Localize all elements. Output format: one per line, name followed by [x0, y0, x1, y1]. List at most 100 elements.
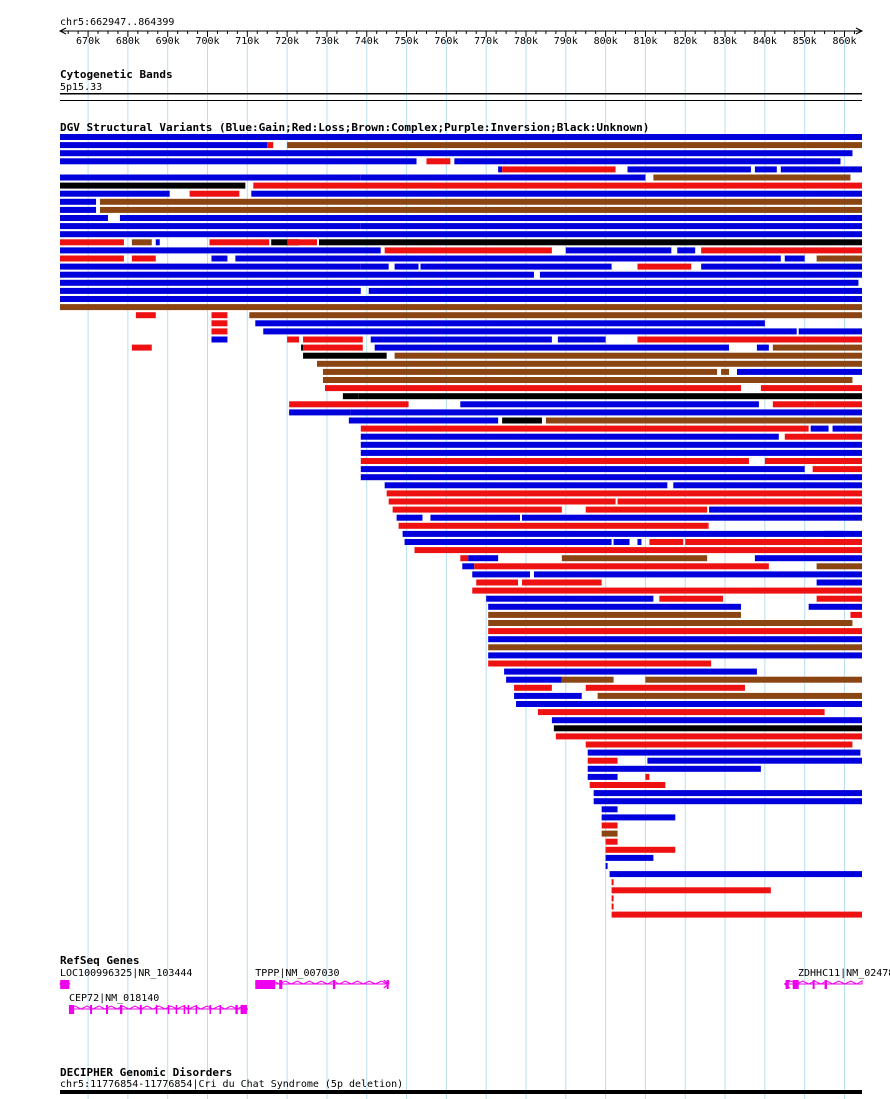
dgv-variant-loss[interactable] — [637, 263, 692, 270]
dgv-variant-loss[interactable] — [392, 506, 562, 513]
dgv-variant-gain[interactable] — [701, 263, 862, 270]
dgv-variant-gain[interactable] — [394, 263, 419, 270]
dgv-variant-loss[interactable] — [659, 595, 724, 602]
dgv-variant-loss[interactable] — [414, 547, 862, 554]
dgv-variant-complex[interactable] — [545, 417, 862, 424]
dgv-variant-gain[interactable] — [211, 336, 228, 343]
dgv-variant-loss[interactable] — [585, 741, 853, 748]
dgv-variant-loss[interactable] — [611, 887, 771, 894]
dgv-variant-gain[interactable] — [454, 158, 841, 165]
dgv-variant-gain[interactable] — [60, 174, 361, 181]
dgv-variant-gain[interactable] — [360, 474, 862, 481]
dgv-variant-gain[interactable] — [637, 539, 642, 545]
dgv-variant-loss[interactable] — [253, 182, 863, 189]
gene-exon[interactable] — [824, 980, 827, 989]
dgv-variant-loss[interactable] — [384, 247, 552, 254]
dgv-variant-complex[interactable] — [772, 344, 862, 351]
gene-exon[interactable] — [119, 1005, 123, 1014]
dgv-variant-gain[interactable] — [60, 134, 862, 140]
dgv-variant-gain[interactable] — [798, 328, 862, 335]
dgv-variant-gain[interactable] — [709, 506, 862, 513]
dgv-variant-loss[interactable] — [772, 401, 815, 408]
dgv-variant-gain[interactable] — [488, 652, 862, 659]
dgv-variant-gain[interactable] — [593, 798, 862, 805]
dgv-variant-loss[interactable] — [555, 733, 862, 740]
cytoband-bar[interactable] — [60, 93, 862, 95]
dgv-variant-gain[interactable] — [360, 449, 862, 456]
dgv-variant-gain[interactable] — [539, 271, 862, 278]
dgv-variant-loss[interactable] — [649, 539, 684, 545]
dgv-variant-loss[interactable] — [426, 158, 451, 165]
gene-exon[interactable] — [235, 1005, 238, 1014]
dgv-variant-gain[interactable] — [601, 814, 676, 821]
dgv-variant-loss[interactable] — [587, 757, 618, 764]
gene-label[interactable]: CEP72|NM_018140 — [69, 993, 159, 1004]
dgv-variant-loss[interactable] — [611, 879, 614, 886]
dgv-variant-loss[interactable] — [617, 498, 862, 505]
dgv-variant-loss[interactable] — [488, 660, 712, 667]
dgv-variant-gain[interactable] — [593, 790, 862, 797]
dgv-variant-complex[interactable] — [597, 692, 862, 699]
dgv-variant-complex[interactable] — [488, 611, 741, 618]
dgv-variant-loss[interactable] — [601, 822, 618, 829]
dgv-variant-loss[interactable] — [360, 425, 809, 432]
dgv-variant-gain[interactable] — [430, 514, 521, 521]
dgv-variant-gain[interactable] — [60, 271, 534, 278]
dgv-variant-loss[interactable] — [460, 555, 469, 562]
dgv-variant-unknown[interactable] — [271, 239, 300, 246]
gene-exon[interactable] — [155, 1005, 158, 1014]
dgv-variant-gain[interactable] — [60, 287, 361, 294]
dgv-variant-gain[interactable] — [673, 482, 862, 489]
dgv-variant-loss[interactable] — [303, 336, 363, 343]
dgv-variant-loss[interactable] — [211, 328, 228, 335]
dgv-variant-unknown[interactable] — [60, 182, 246, 189]
dgv-variant-loss[interactable] — [784, 433, 862, 440]
dgv-variant-gain[interactable] — [468, 555, 499, 562]
dgv-variant-loss[interactable] — [637, 336, 862, 343]
dgv-variant-loss[interactable] — [637, 709, 825, 716]
gene-exon[interactable] — [785, 980, 789, 989]
dgv-variant-gain[interactable] — [404, 539, 612, 545]
dgv-variant-gain[interactable] — [460, 401, 759, 408]
dgv-variant-gain[interactable] — [810, 425, 829, 432]
dgv-variant-gain[interactable] — [627, 166, 751, 173]
dgv-variant-gain[interactable] — [516, 701, 862, 707]
dgv-variant-gain[interactable] — [609, 871, 862, 878]
dgv-variant-gain[interactable] — [587, 765, 761, 772]
dgv-variant-gain[interactable] — [60, 190, 170, 197]
dgv-variant-gain[interactable] — [754, 166, 777, 173]
dgv-variant-gain[interactable] — [488, 603, 741, 610]
dgv-variant-loss[interactable] — [211, 320, 228, 327]
dgv-variant-loss[interactable] — [585, 506, 708, 513]
dgv-variant-loss[interactable] — [537, 709, 542, 716]
dgv-variant-gain[interactable] — [60, 150, 853, 157]
dgv-variant-gain[interactable] — [384, 482, 668, 489]
dgv-variant-gain[interactable] — [780, 166, 862, 173]
dgv-variant-gain[interactable] — [488, 636, 862, 643]
dgv-variant-gain[interactable] — [647, 757, 862, 764]
dgv-variant-gain[interactable] — [677, 247, 696, 254]
dgv-variant-gain[interactable] — [784, 255, 805, 262]
dgv-variant-loss[interactable] — [60, 239, 124, 246]
dgv-variants[interactable] — [60, 134, 863, 918]
dgv-variant-loss[interactable] — [850, 611, 862, 618]
gene-exon[interactable] — [105, 1005, 108, 1014]
gene-exon[interactable] — [139, 1005, 142, 1014]
dgv-variant-gain[interactable] — [605, 854, 654, 861]
gene-exon[interactable] — [209, 1005, 212, 1014]
dgv-variant-complex[interactable] — [60, 304, 862, 311]
dgv-variant-gain[interactable] — [360, 466, 805, 473]
dgv-variant-complex[interactable] — [131, 239, 152, 246]
dgv-variant-gain[interactable] — [613, 539, 630, 545]
dgv-variant-loss[interactable] — [585, 684, 745, 691]
dgv-variant-loss[interactable] — [812, 466, 862, 473]
dgv-variant-loss[interactable] — [707, 522, 709, 529]
dgv-variant-gain[interactable] — [235, 255, 781, 262]
dgv-variant-loss[interactable] — [605, 846, 676, 853]
dgv-variant-loss[interactable] — [764, 458, 862, 464]
dgv-variant-gain[interactable] — [360, 441, 862, 448]
dgv-variant-complex[interactable] — [322, 377, 853, 383]
dgv-variant-loss[interactable] — [476, 579, 519, 586]
gene-exon[interactable] — [792, 980, 799, 989]
dgv-variant-loss[interactable] — [289, 401, 409, 408]
